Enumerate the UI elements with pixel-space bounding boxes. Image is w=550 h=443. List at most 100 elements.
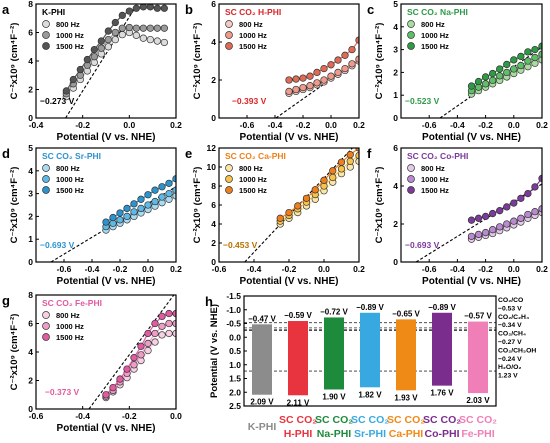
legend-label: 1000 Hz	[56, 322, 84, 331]
cb-label: −0.65 V	[392, 309, 420, 318]
data-point	[165, 309, 173, 318]
y-tick-label: 4	[28, 56, 33, 66]
data-point	[327, 72, 335, 80]
data-point	[146, 4, 154, 11]
legend-label: 800 Hz	[56, 164, 80, 173]
data-point	[510, 56, 518, 64]
x-axis-title: Potential (V vs. NHE)	[57, 423, 156, 434]
y-tick-label: 0	[211, 257, 216, 267]
legend-label: 1000 Hz	[56, 175, 84, 184]
data-point	[97, 37, 105, 45]
y-tick-label: 1.0	[229, 360, 241, 370]
x-tick-label: 0.2	[536, 120, 548, 130]
level-label: CO₂/CH₃OH	[498, 347, 536, 354]
data-point	[517, 194, 525, 203]
data-point	[496, 65, 504, 73]
data-point	[334, 68, 342, 77]
panel-b: b -0.6 -0.4 -0.2 0.0 0.2 0 2 4 6 Potential (V vs. …	[185, 0, 365, 143]
y-tick-label: 2	[393, 67, 398, 77]
plot-area	[439, 42, 542, 118]
level-label: CO₂/CO	[498, 297, 523, 304]
y-tick-label: 5	[28, 143, 33, 153]
data-point	[538, 50, 542, 58]
legend-label: 1000 Hz	[421, 31, 449, 40]
category-label-line2: H-PHI	[284, 428, 313, 440]
x-tick-label: -0.2	[478, 120, 493, 130]
data-point	[132, 4, 140, 12]
y-tick-label: 0	[393, 113, 398, 123]
legend-label: 1500 Hz	[239, 186, 267, 195]
legend-marker	[225, 20, 233, 28]
y-tick-label: -1.5	[226, 291, 241, 301]
data-point	[102, 218, 110, 226]
data-point	[90, 45, 98, 54]
data-point	[118, 24, 126, 32]
category-label-line2: Na-PHI	[317, 428, 352, 440]
data-point	[496, 207, 504, 215]
plot-area	[275, 36, 359, 118]
data-point	[104, 27, 112, 35]
y-tick-label: 4	[393, 22, 398, 32]
cb-label: −0.72 V	[320, 307, 348, 316]
panel-g: g -0.6 -0.4 -0.2 0.0 0 2 4 6 8 Potential (V vs. NH…	[2, 290, 182, 434]
category-label: K-PHI	[248, 421, 277, 433]
legend-label: 1000 Hz	[421, 175, 449, 184]
legend-marker	[42, 311, 50, 319]
y-tick-label: 2.0	[229, 387, 241, 397]
data-point	[503, 68, 511, 77]
panel-letter: b	[185, 2, 193, 17]
data-point	[151, 197, 159, 206]
category-label-line1: SC CO₂	[387, 414, 425, 426]
data-point	[276, 214, 284, 222]
category-label-line1: SC CO₂	[459, 414, 497, 426]
x-tick-label: 0.2	[170, 264, 182, 274]
data-point	[158, 193, 166, 201]
y-tick-label: 0	[28, 113, 33, 123]
panel-letter: h	[205, 294, 213, 309]
series-line	[279, 155, 359, 222]
legend-label: 800 Hz	[421, 20, 445, 29]
data-point	[531, 53, 539, 62]
intercept-label: −0.523 V	[405, 96, 440, 106]
data-point	[524, 189, 532, 198]
data-point	[158, 183, 166, 191]
data-point	[158, 312, 166, 321]
legend-marker	[42, 333, 50, 341]
y-tick-label: -1.0	[226, 305, 241, 315]
data-point	[285, 76, 293, 84]
x-tick-label: -0.6	[240, 120, 255, 130]
data-point	[299, 74, 307, 82]
y-tick-label: 3	[28, 189, 33, 199]
x-axis-title: Potential (V vs. NHE)	[57, 132, 156, 143]
legend-marker	[407, 31, 415, 39]
x-tick-label: 0.0	[142, 264, 154, 274]
level-label: 1.23 V	[498, 373, 518, 380]
data-point	[311, 186, 319, 194]
data-point	[116, 209, 124, 217]
category-label-line2: Ca-PHI	[389, 428, 424, 440]
legend-marker	[407, 20, 415, 28]
data-point	[329, 167, 337, 175]
legend-marker	[407, 164, 415, 172]
data-point	[118, 30, 126, 39]
legend-marker	[42, 31, 50, 39]
data-point	[123, 365, 131, 373]
x-axis-title: Potential (V vs. NHE)	[57, 276, 156, 287]
x-tick-label: -0.4	[268, 120, 283, 130]
x-axis-title: Potential (V vs. NHE)	[240, 276, 339, 287]
plot-frame	[35, 147, 177, 263]
data-point	[503, 203, 511, 211]
data-point	[102, 391, 110, 399]
legend-marker	[225, 164, 233, 172]
y-tick-label: 10	[207, 162, 217, 172]
legend-label: 800 Hz	[56, 311, 80, 320]
vb-label: 1.76 V	[430, 389, 454, 398]
legend-marker	[42, 186, 50, 194]
level-label: −0.53 V	[498, 305, 522, 312]
y-tick-label: 2	[393, 219, 398, 229]
y-tick-label: 2.5	[229, 401, 241, 411]
series-line	[279, 160, 359, 225]
data-point	[481, 228, 490, 237]
data-point	[538, 205, 542, 213]
legend-marker	[42, 20, 50, 28]
